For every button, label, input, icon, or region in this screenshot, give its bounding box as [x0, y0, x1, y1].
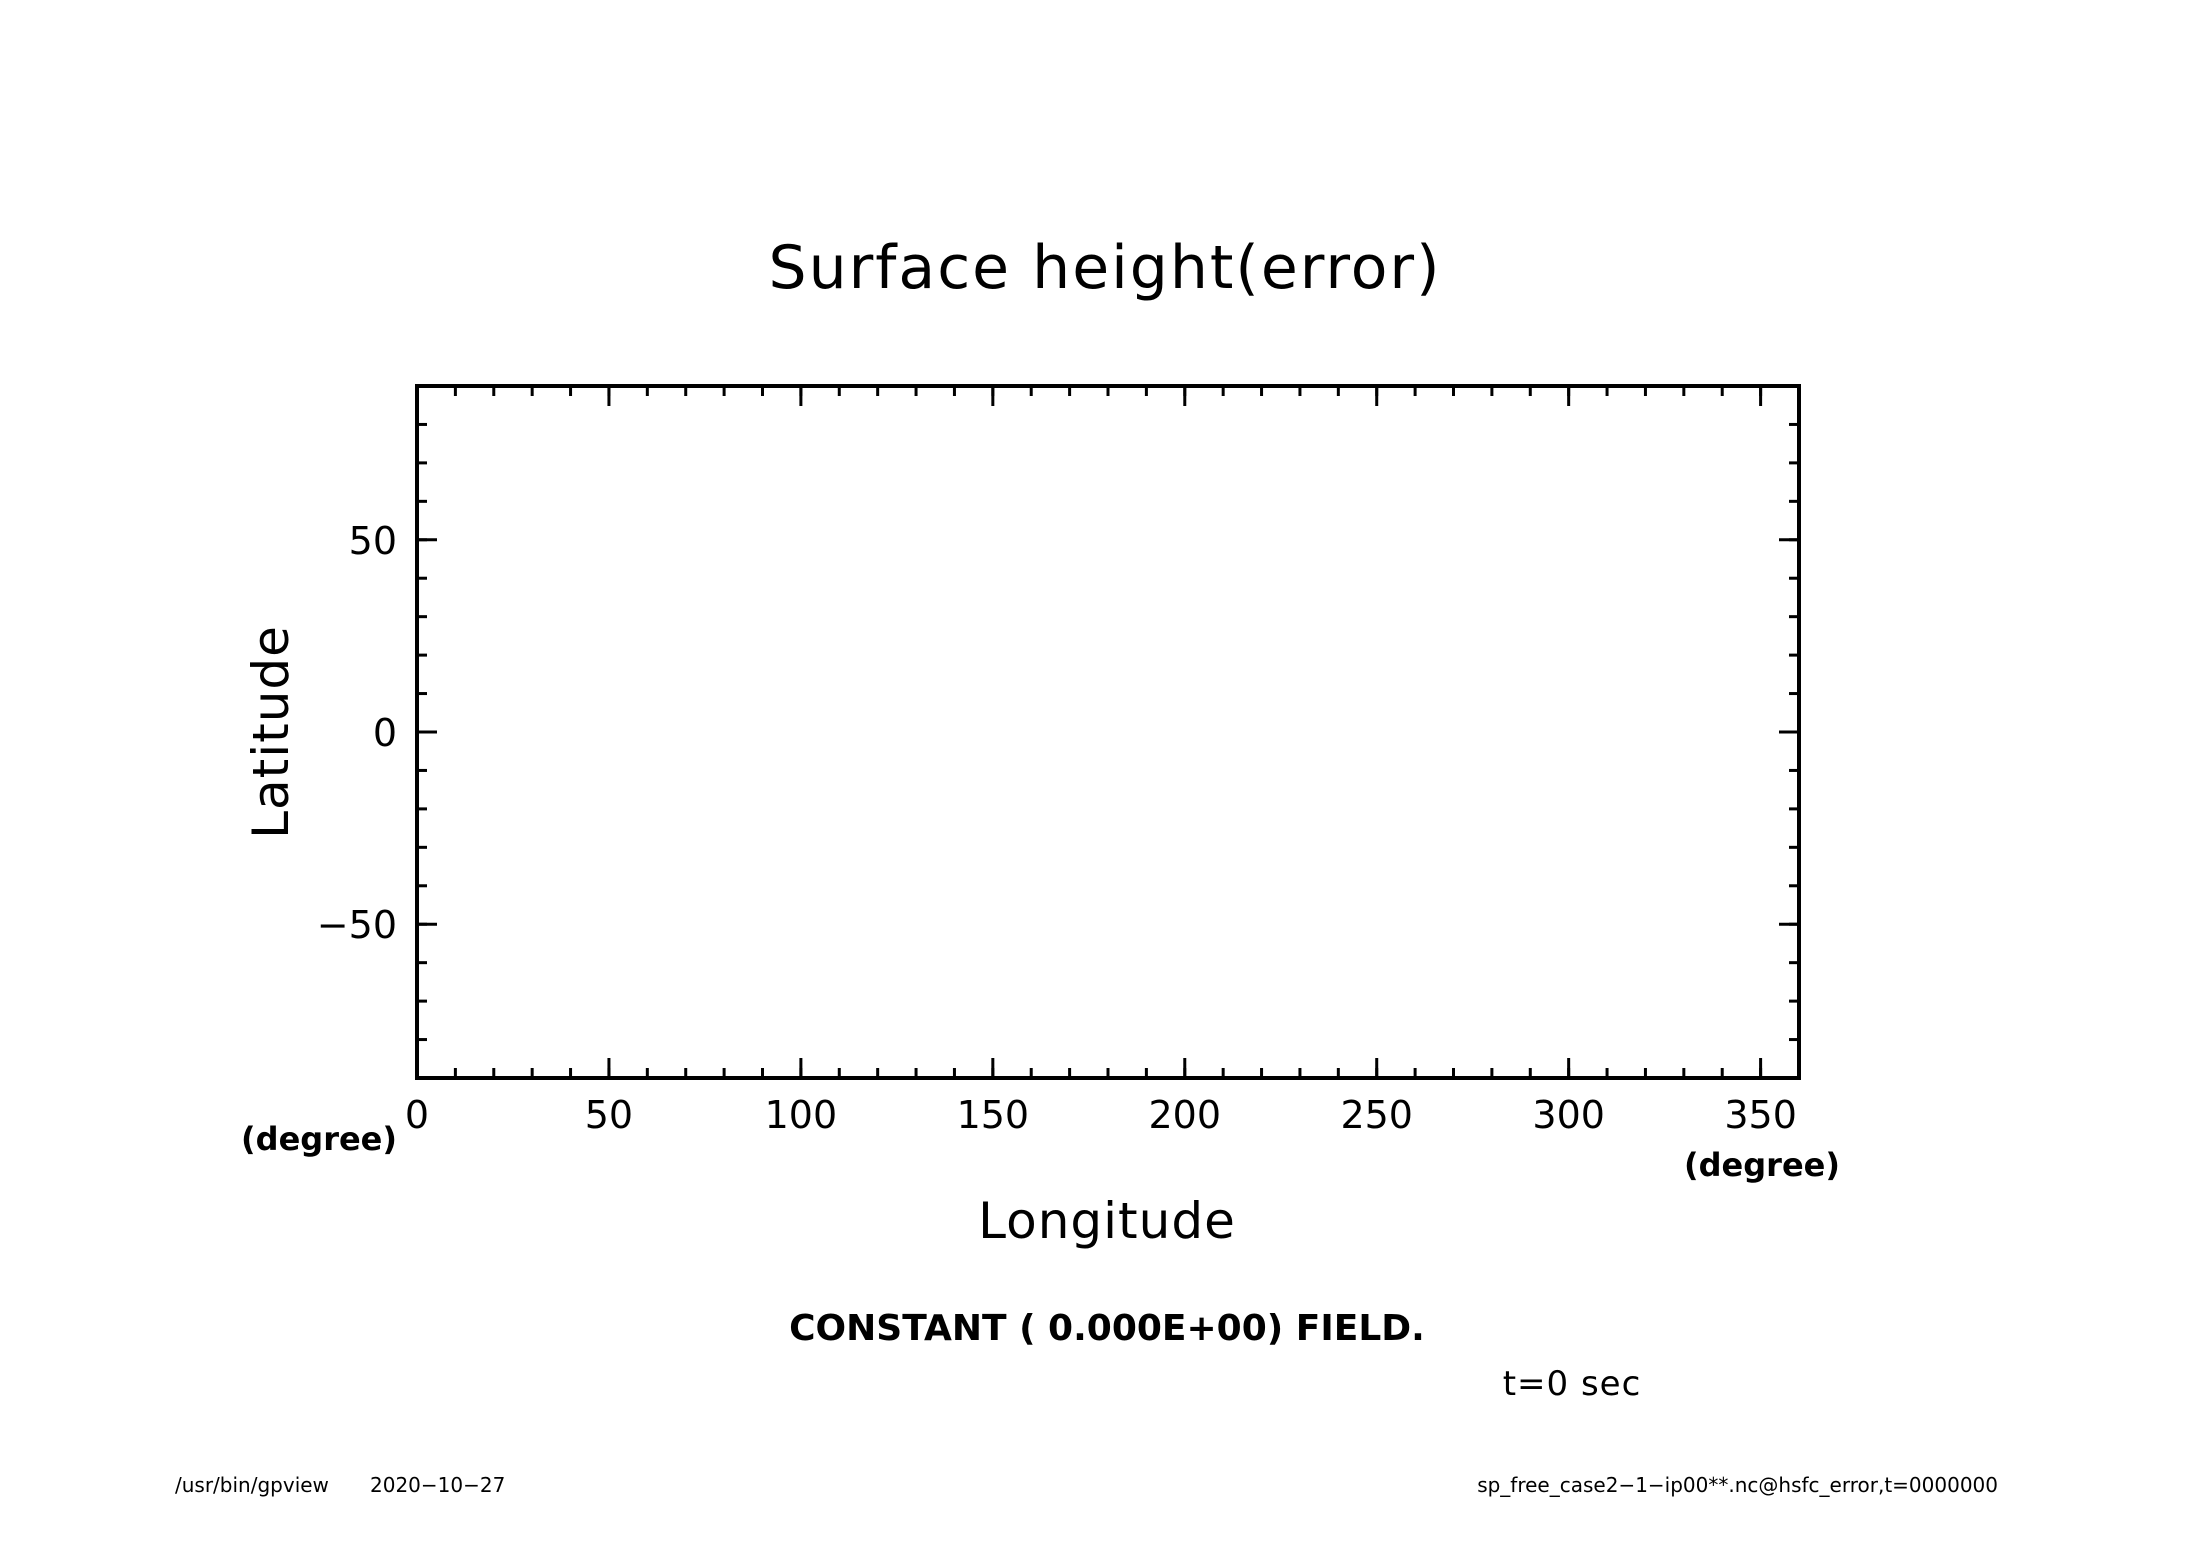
y-tick-label: 0 — [373, 711, 397, 755]
x-unit-label-right: (degree) — [1684, 1146, 1840, 1184]
x-tick-label: 250 — [1340, 1093, 1413, 1137]
x-axis-label: Longitude — [978, 1192, 1236, 1250]
y-tick-label: −50 — [317, 903, 397, 947]
x-tick-label: 0 — [405, 1093, 429, 1137]
chart-title: Surface height(error) — [769, 233, 1442, 303]
constant-field-note: CONSTANT ( 0.000E+00) FIELD. — [789, 1308, 1425, 1349]
time-label: t=0 sec — [1503, 1364, 1642, 1404]
y-tick-label: 50 — [349, 519, 397, 563]
x-unit-label-left: (degree) — [241, 1120, 397, 1158]
axis-ticks: 0 50 100 150 200 250 300 350 −50 0 50 — [317, 384, 1801, 1137]
x-tick-label: 200 — [1149, 1093, 1222, 1137]
x-tick-label: 50 — [585, 1093, 633, 1137]
footer-date: 2020−10−27 — [370, 1473, 505, 1497]
y-axis-label: Latitude — [242, 625, 300, 839]
footer-file: sp_free_case2−1−ip00**.nc@hsfc_error,t=0… — [1477, 1473, 1998, 1497]
plot-frame — [415, 384, 1801, 1080]
x-tick-label: 350 — [1724, 1093, 1797, 1137]
footer-path: /usr/bin/gpview — [175, 1473, 329, 1497]
x-tick-label: 150 — [957, 1093, 1030, 1137]
x-tick-label: 100 — [765, 1093, 838, 1137]
x-tick-label: 300 — [1532, 1093, 1605, 1137]
